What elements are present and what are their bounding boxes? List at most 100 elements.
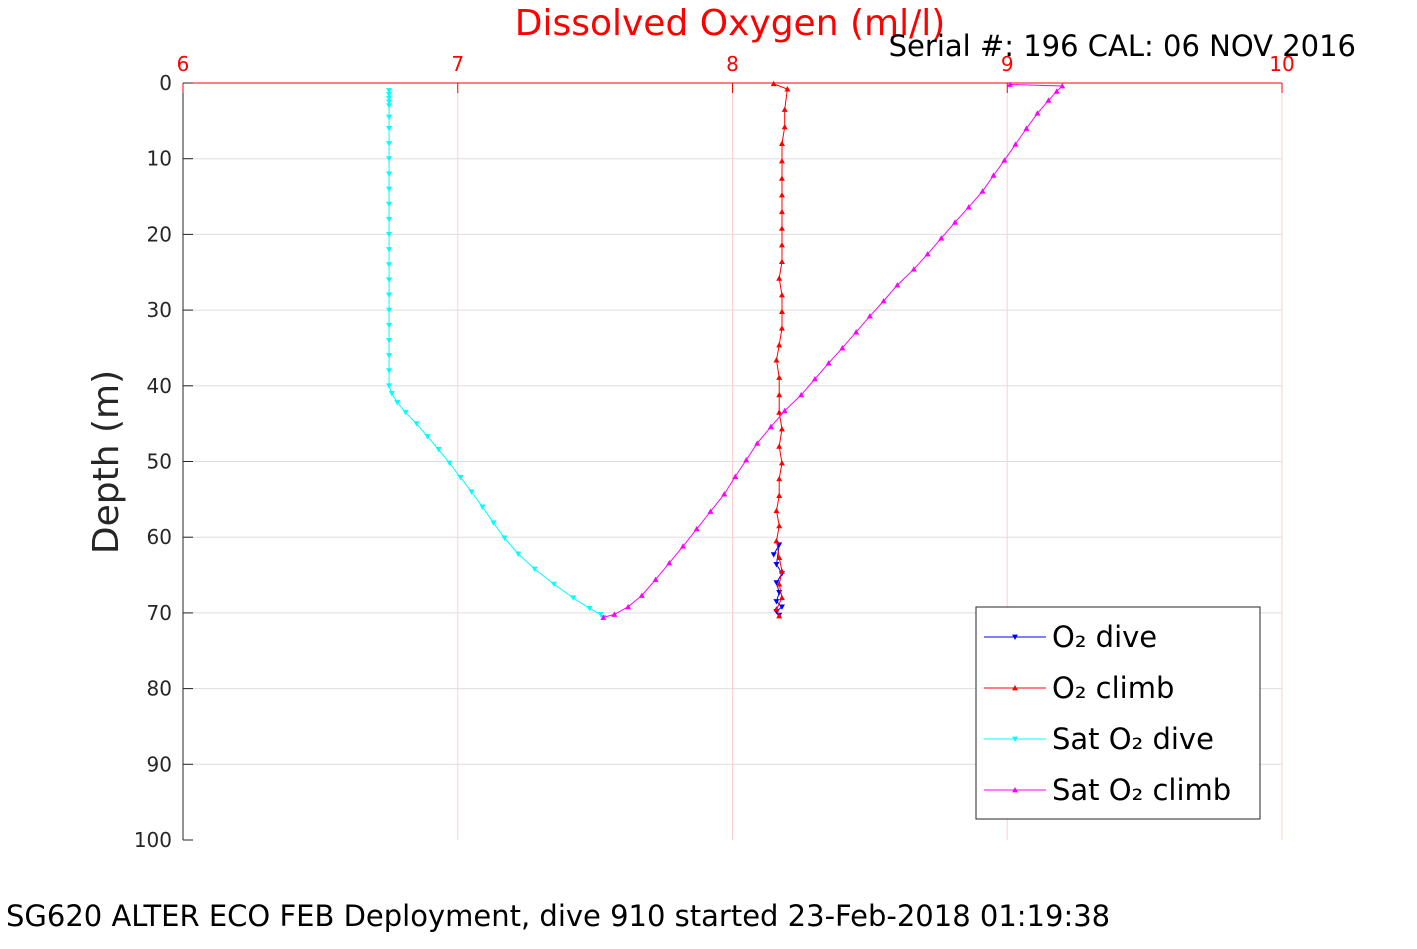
data-point (778, 604, 785, 610)
data-point (754, 440, 761, 446)
data-point (386, 88, 393, 94)
data-point (773, 562, 780, 568)
data-point (778, 568, 785, 574)
x-tick-label: 9 (1001, 52, 1014, 76)
data-point (778, 425, 785, 432)
legend-label: Sat O₂ dive (1052, 722, 1214, 756)
data-point (924, 251, 931, 257)
data-point (386, 186, 393, 192)
data-point (781, 123, 788, 130)
data-point (776, 554, 783, 561)
legend-marker (1012, 685, 1018, 691)
data-point (386, 91, 393, 98)
data-point (386, 99, 393, 105)
data-point (386, 126, 393, 132)
y-tick-label: 0 (159, 71, 172, 95)
data-point (894, 282, 901, 288)
series-sat-o2-climb (600, 81, 1066, 620)
data-point (778, 241, 785, 248)
data-point (776, 443, 783, 449)
series-o2-climb (770, 80, 791, 619)
data-point (435, 446, 442, 453)
data-point (1059, 83, 1066, 89)
data-point (781, 106, 788, 112)
data-point (781, 407, 788, 414)
data-point (778, 225, 785, 231)
legend-marker (1012, 787, 1018, 793)
data-point (784, 86, 791, 92)
legend-label: O₂ climb (1052, 671, 1174, 705)
data-point (776, 522, 783, 529)
data-point (600, 614, 607, 620)
data-point (776, 275, 783, 281)
data-point (386, 383, 393, 389)
series-o2-dive (770, 542, 785, 619)
legend-label: O₂ dive (1052, 620, 1157, 654)
data-point (778, 175, 785, 181)
chart-subtitle: Serial #: 196 CAL: 06 NOV 2016 (889, 29, 1356, 63)
data-point (880, 298, 887, 304)
y-tick-label: 60 (147, 525, 172, 549)
data-point (910, 266, 917, 272)
data-point (386, 95, 393, 102)
data-point (1053, 88, 1060, 94)
data-point (776, 475, 783, 482)
data-point (770, 552, 777, 558)
y-tick-label: 100 (134, 828, 172, 852)
data-point (586, 605, 593, 612)
data-point (778, 258, 785, 265)
data-point (778, 594, 785, 601)
data-point (778, 460, 785, 466)
data-point (778, 291, 785, 298)
data-point (776, 409, 783, 415)
data-point (386, 114, 393, 121)
data-point (386, 141, 393, 147)
data-point (767, 423, 774, 430)
data-point (853, 329, 860, 335)
data-point (1012, 141, 1019, 147)
data-point (778, 325, 785, 331)
data-point (501, 535, 508, 541)
data-point (773, 507, 780, 514)
data-point (773, 357, 780, 363)
data-point (721, 491, 728, 497)
data-point (386, 247, 393, 253)
data-point (446, 460, 453, 467)
data-point (424, 434, 431, 440)
data-point (773, 537, 780, 544)
data-point (1045, 97, 1052, 103)
x-tick-label: 7 (451, 52, 464, 76)
data-point (952, 219, 959, 225)
data-point (666, 559, 673, 566)
series-layer (386, 80, 1066, 621)
y-tick-label: 90 (147, 752, 172, 776)
data-point (1023, 125, 1030, 131)
data-point (770, 80, 777, 87)
data-point (1034, 110, 1041, 116)
data-point (866, 313, 873, 319)
data-point (743, 456, 750, 463)
data-point (386, 201, 393, 208)
data-point (550, 581, 557, 588)
y-axis-label: Depth (m) (86, 370, 127, 554)
y-tick-label: 70 (147, 601, 172, 625)
data-point (778, 192, 785, 198)
data-point (776, 581, 783, 587)
legend: O₂ dive O₂ climb Sat O₂ dive Sat O₂ climb (975, 606, 1261, 820)
data-point (638, 592, 645, 598)
data-point (468, 489, 475, 495)
data-point (394, 400, 401, 406)
data-point (1006, 81, 1013, 87)
y-tick-label: 80 (147, 677, 172, 701)
data-point (776, 612, 783, 619)
data-point (386, 232, 393, 238)
series-sat-o2-dive (386, 88, 607, 621)
y-tick-label: 20 (147, 222, 172, 246)
data-point (938, 235, 945, 241)
legend-marker (1012, 736, 1018, 742)
data-point (570, 595, 577, 601)
data-point (811, 375, 818, 382)
data-point (386, 322, 393, 329)
